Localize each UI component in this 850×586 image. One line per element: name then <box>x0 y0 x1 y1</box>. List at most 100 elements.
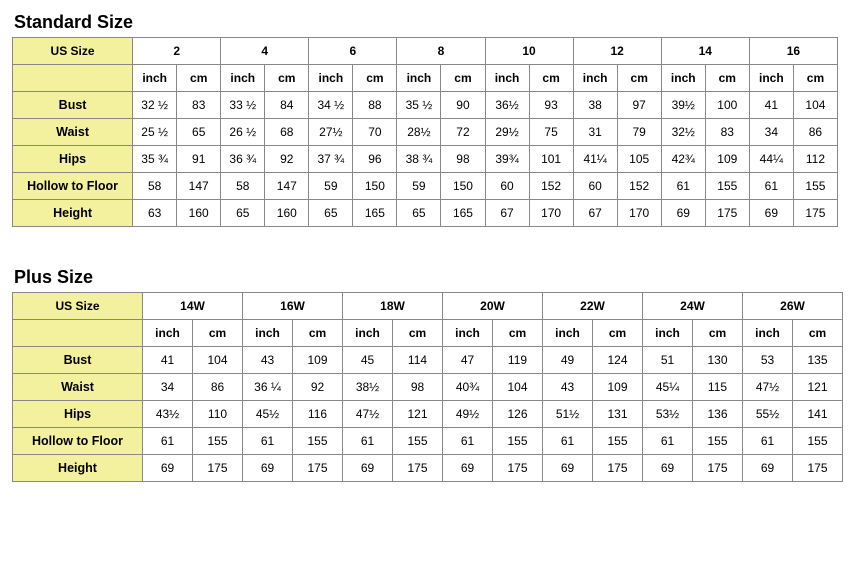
table-row: Bust 32 ½83 33 ½84 34 ½88 35 ½90 36½93 3… <box>13 92 838 119</box>
cell: 69 <box>661 200 705 227</box>
cell: 170 <box>529 200 573 227</box>
cell: 31 <box>573 119 617 146</box>
table-row: Hips 35 ¾91 36 ¾92 37 ¾96 38 ¾98 39¾101 … <box>13 146 838 173</box>
cell: 155 <box>493 428 543 455</box>
unit-cm: cm <box>265 65 309 92</box>
cell: 25 ½ <box>133 119 177 146</box>
cell: 39½ <box>661 92 705 119</box>
cell: 150 <box>441 173 485 200</box>
cell: 69 <box>243 455 293 482</box>
size-head: 22W <box>543 293 643 320</box>
us-size-label: US Size <box>13 38 133 65</box>
unit-inch: inch <box>309 65 353 92</box>
cell: 28½ <box>397 119 441 146</box>
unit-cm: cm <box>393 320 443 347</box>
cell: 175 <box>693 455 743 482</box>
cell: 160 <box>265 200 309 227</box>
cell: 36 ¾ <box>221 146 265 173</box>
cell: 47½ <box>743 374 793 401</box>
cell: 38 ¾ <box>397 146 441 173</box>
table-row: Bust 41104 43109 45114 47119 49124 51130… <box>13 347 843 374</box>
cell: 42¾ <box>661 146 705 173</box>
cell: 69 <box>343 455 393 482</box>
row-label: Waist <box>13 119 133 146</box>
cell: 69 <box>643 455 693 482</box>
cell: 121 <box>793 374 843 401</box>
cell: 61 <box>243 428 293 455</box>
cell: 98 <box>441 146 485 173</box>
cell: 49 <box>543 347 593 374</box>
cell: 43 <box>243 347 293 374</box>
cell: 29½ <box>485 119 529 146</box>
cell: 59 <box>397 173 441 200</box>
cell: 131 <box>593 401 643 428</box>
cell: 83 <box>705 119 749 146</box>
blank-corner <box>13 65 133 92</box>
size-head: 24W <box>643 293 743 320</box>
unit-cm: cm <box>793 65 837 92</box>
cell: 175 <box>393 455 443 482</box>
cell: 72 <box>441 119 485 146</box>
cell: 55½ <box>743 401 793 428</box>
cell: 65 <box>309 200 353 227</box>
unit-inch: inch <box>485 65 529 92</box>
cell: 36 ¼ <box>243 374 293 401</box>
row-label: Waist <box>13 374 143 401</box>
cell: 65 <box>221 200 265 227</box>
cell: 155 <box>793 173 837 200</box>
unit-cm: cm <box>353 65 397 92</box>
cell: 67 <box>573 200 617 227</box>
cell: 47½ <box>343 401 393 428</box>
size-head: 16W <box>243 293 343 320</box>
cell: 84 <box>265 92 309 119</box>
cell: 43½ <box>143 401 193 428</box>
blank-corner <box>13 320 143 347</box>
size-head: 6 <box>309 38 397 65</box>
cell: 34 <box>143 374 193 401</box>
row-label: Hips <box>13 146 133 173</box>
unit-cm: cm <box>493 320 543 347</box>
unit-inch: inch <box>749 65 793 92</box>
cell: 36½ <box>485 92 529 119</box>
unit-cm: cm <box>193 320 243 347</box>
cell: 34 <box>749 119 793 146</box>
cell: 126 <box>493 401 543 428</box>
cell: 119 <box>493 347 543 374</box>
cell: 97 <box>617 92 661 119</box>
cell: 155 <box>693 428 743 455</box>
cell: 147 <box>177 173 221 200</box>
cell: 32 ½ <box>133 92 177 119</box>
table-row: Waist 3486 36 ¼92 38½98 40¾104 43109 45¼… <box>13 374 843 401</box>
cell: 92 <box>265 146 309 173</box>
cell: 58 <box>133 173 177 200</box>
unit-inch: inch <box>243 320 293 347</box>
size-head: 20W <box>443 293 543 320</box>
cell: 91 <box>177 146 221 173</box>
cell: 53½ <box>643 401 693 428</box>
cell: 45¼ <box>643 374 693 401</box>
size-head: 14 <box>661 38 749 65</box>
cell: 92 <box>293 374 343 401</box>
table-row: Waist 25 ½65 26 ½68 27½70 28½72 29½75 31… <box>13 119 838 146</box>
cell: 105 <box>617 146 661 173</box>
cell: 175 <box>293 455 343 482</box>
unit-cm: cm <box>529 65 573 92</box>
cell: 86 <box>793 119 837 146</box>
cell: 110 <box>193 401 243 428</box>
standard-size-title: Standard Size <box>14 12 838 33</box>
size-head: 8 <box>397 38 485 65</box>
unit-inch: inch <box>133 65 177 92</box>
cell: 115 <box>693 374 743 401</box>
size-head: 26W <box>743 293 843 320</box>
cell: 109 <box>593 374 643 401</box>
cell: 51½ <box>543 401 593 428</box>
row-label: Bust <box>13 347 143 374</box>
cell: 155 <box>393 428 443 455</box>
cell: 93 <box>529 92 573 119</box>
cell: 35 ½ <box>397 92 441 119</box>
size-head: 2 <box>133 38 221 65</box>
cell: 175 <box>193 455 243 482</box>
size-head: 18W <box>343 293 443 320</box>
cell: 67 <box>485 200 529 227</box>
cell: 41 <box>143 347 193 374</box>
